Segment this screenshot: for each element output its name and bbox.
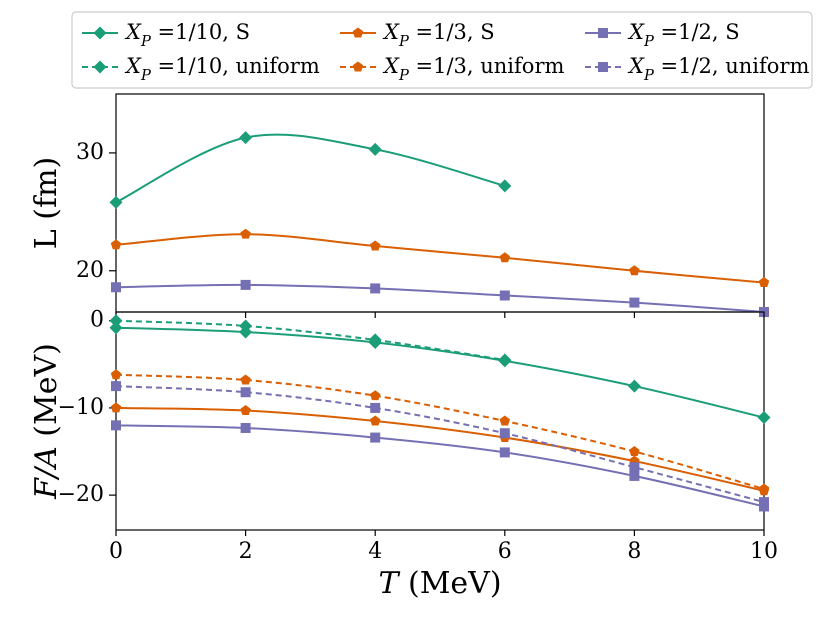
data-point [758, 277, 770, 287]
data-point [110, 369, 122, 380]
data-point [111, 420, 121, 431]
series-line [115, 373, 765, 490]
data-point [240, 387, 251, 398]
series-line [115, 385, 765, 504]
data-point [111, 381, 121, 392]
data-point [369, 415, 381, 426]
ytick-label: 20 [76, 258, 104, 283]
legend-entry: XP =1/2, S [585, 20, 740, 50]
data-point [499, 415, 511, 426]
xtick-label: 0 [109, 539, 123, 564]
data-point [109, 321, 123, 335]
data-point [368, 333, 382, 347]
legend-box [71, 11, 813, 89]
data-point [109, 314, 123, 328]
ytick-label: −10 [58, 395, 104, 420]
data-point [757, 411, 771, 425]
legend-entry: XP =1/2, uniform [585, 54, 809, 84]
xtick-label: 8 [627, 539, 641, 564]
legend-label: XP =1/2, uniform [627, 54, 809, 84]
data-point [629, 470, 640, 481]
y-axis-label-f: F/A (MeV) [29, 343, 64, 500]
legend-marker [352, 27, 364, 38]
series-line [115, 326, 765, 419]
legend-marker [352, 61, 364, 72]
x-axis-label: T (MeV) [378, 566, 501, 601]
series-line [115, 319, 505, 361]
data-point [370, 283, 381, 294]
data-point [239, 319, 253, 333]
data-point [240, 405, 251, 415]
data-point [499, 252, 511, 263]
series-line [115, 283, 765, 313]
data-point [110, 402, 122, 413]
series [110, 228, 770, 287]
data-point [498, 353, 512, 367]
data-point [370, 402, 381, 413]
legend-label: XP =1/10, uniform [124, 54, 320, 84]
panel-free-energy: 0 −10 −20F/A (MeV) [29, 308, 771, 536]
ytick-label: −20 [58, 482, 104, 507]
data-point [370, 432, 381, 443]
series-line [115, 233, 765, 284]
data-point [240, 422, 251, 433]
legend-label: XP =1/3, S [382, 20, 495, 50]
legend-entry: XP =1/3, S [340, 20, 495, 50]
series-line [115, 424, 765, 508]
data-point [499, 290, 510, 301]
panel-l-length: 20 30 L (fm) [29, 93, 770, 318]
legend-entry: XP =1/3, uniform [340, 54, 564, 84]
data-point [759, 497, 769, 508]
panel-frame-f [115, 311, 765, 531]
data-point [629, 297, 640, 308]
data-point [110, 239, 122, 250]
data-point [368, 142, 382, 156]
ytick-label: 0 [90, 308, 104, 333]
xtick-label: 2 [239, 539, 253, 564]
series [109, 131, 512, 209]
data-point [240, 228, 251, 239]
legend-label: XP =1/10, S [124, 20, 250, 50]
series-line [115, 133, 506, 204]
series-line [115, 406, 765, 492]
legend-label: XP =1/3, uniform [382, 54, 564, 84]
panel-frame-l [115, 93, 765, 313]
legend-entry: XP =1/10, uniform [82, 54, 320, 84]
data-point [499, 428, 510, 439]
data-point [499, 447, 510, 458]
data-point [629, 265, 640, 276]
data-point [240, 279, 251, 290]
x-axis: 0 2 4 6 8 10 T (MeV) [109, 539, 778, 601]
xtick-label: 4 [368, 539, 382, 564]
data-point [240, 374, 251, 385]
data-point [498, 179, 512, 193]
legend-entry: XP =1/10, S [82, 20, 250, 50]
data-point [629, 462, 640, 473]
legend-marker [93, 26, 107, 40]
data-point [629, 446, 640, 456]
series [110, 402, 770, 496]
data-point [627, 379, 641, 393]
legend: XP =1/10, S XP =1/3, S XP =1/2, S XP =1/10,… [71, 11, 813, 89]
series [109, 314, 512, 367]
data-point [239, 131, 253, 145]
y-axis-label-l: L (fm) [29, 157, 64, 249]
series [111, 381, 769, 508]
xtick-label: 10 [750, 539, 778, 564]
data-point [369, 390, 381, 401]
legend-marker [598, 28, 608, 38]
ytick-label: 30 [76, 140, 104, 165]
legend-marker [598, 62, 608, 72]
legend-marker [93, 60, 107, 74]
data-point [109, 195, 123, 209]
data-point [758, 483, 770, 494]
data-point [111, 282, 121, 293]
series [111, 420, 769, 512]
data-point [369, 240, 381, 251]
series [110, 369, 770, 494]
legend-label: XP =1/2, S [627, 20, 740, 50]
xtick-label: 6 [498, 539, 512, 564]
